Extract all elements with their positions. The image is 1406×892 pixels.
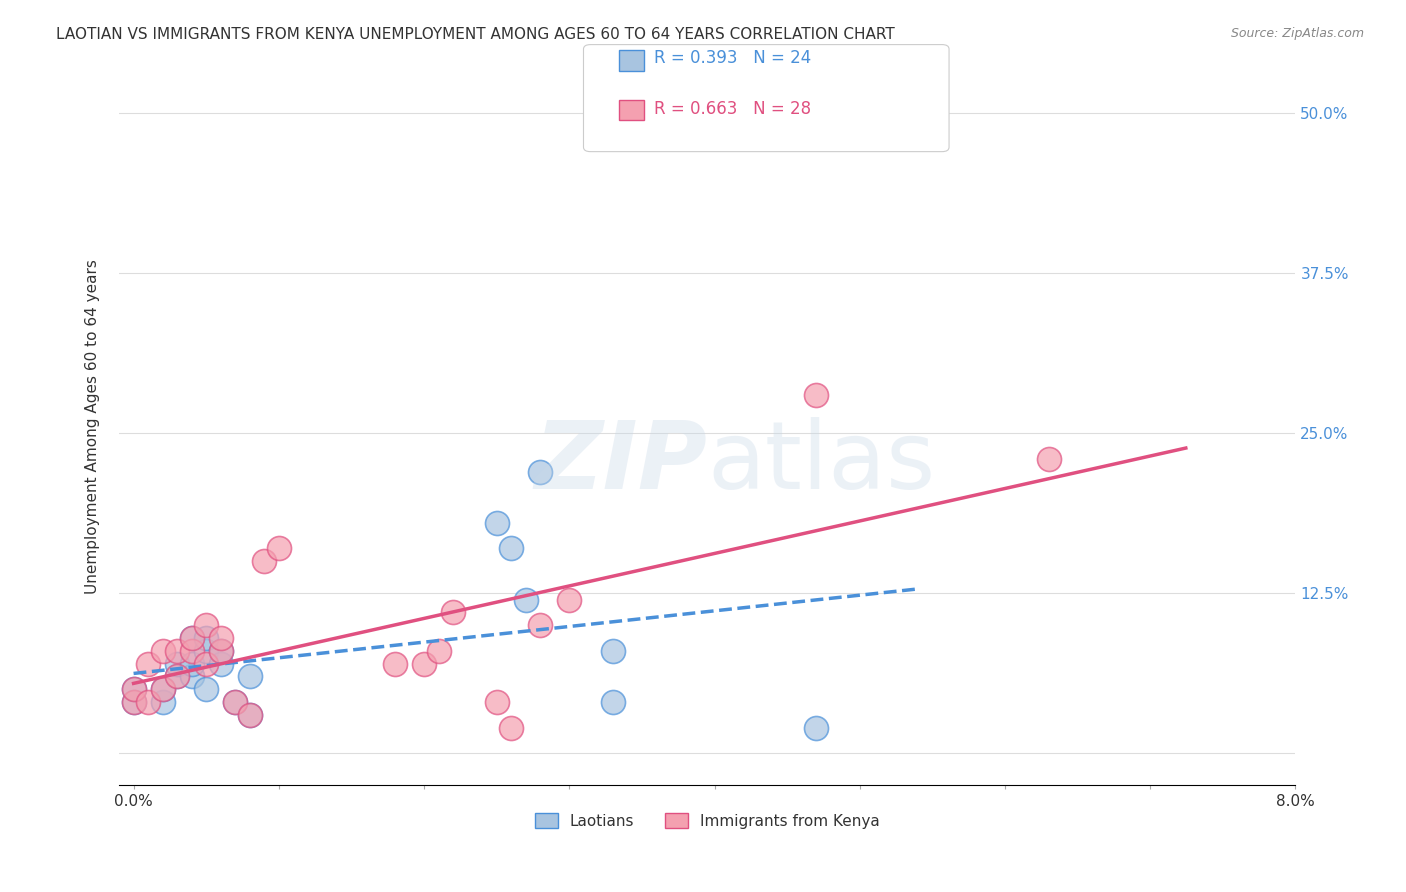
Legend: Laotians, Immigrants from Kenya: Laotians, Immigrants from Kenya [529,806,886,835]
Point [558,592,581,607]
Point [1038,451,1060,466]
Point [122,695,145,709]
Point [529,618,551,632]
Point [195,631,218,645]
Point [602,644,624,658]
Point [152,695,174,709]
Point [427,644,450,658]
Point [152,644,174,658]
Point [239,707,262,722]
Text: R = 0.393   N = 24: R = 0.393 N = 24 [654,49,811,67]
Point [152,682,174,697]
Point [224,695,246,709]
Point [209,631,232,645]
Point [501,721,523,735]
Point [136,695,159,709]
Point [804,388,827,402]
Point [209,657,232,671]
Point [180,631,202,645]
Point [136,657,159,671]
Point [166,669,188,683]
Point [239,707,262,722]
Point [180,657,202,671]
Point [180,644,202,658]
Point [195,657,218,671]
Point [267,541,290,556]
Point [224,695,246,709]
Point [602,695,624,709]
Point [166,644,188,658]
Point [413,657,436,671]
Y-axis label: Unemployment Among Ages 60 to 64 years: Unemployment Among Ages 60 to 64 years [86,260,100,594]
Point [501,541,523,556]
Point [122,695,145,709]
Text: LAOTIAN VS IMMIGRANTS FROM KENYA UNEMPLOYMENT AMONG AGES 60 TO 64 YEARS CORRELAT: LAOTIAN VS IMMIGRANTS FROM KENYA UNEMPLO… [56,27,896,42]
Point [209,644,232,658]
Point [180,631,202,645]
Point [529,465,551,479]
Point [209,644,232,658]
Point [239,669,262,683]
Point [485,695,508,709]
Point [804,721,827,735]
Point [122,682,145,697]
Point [166,657,188,671]
Text: Source: ZipAtlas.com: Source: ZipAtlas.com [1230,27,1364,40]
Point [180,669,202,683]
Text: atlas: atlas [707,417,935,508]
Point [166,669,188,683]
Point [384,657,406,671]
Text: ZIP: ZIP [534,417,707,508]
Point [152,682,174,697]
Point [122,682,145,697]
Point [485,516,508,530]
Point [195,682,218,697]
Point [441,605,464,619]
Point [515,592,537,607]
Point [253,554,276,568]
Point [195,644,218,658]
Text: R = 0.663   N = 28: R = 0.663 N = 28 [654,100,811,118]
Point [195,618,218,632]
